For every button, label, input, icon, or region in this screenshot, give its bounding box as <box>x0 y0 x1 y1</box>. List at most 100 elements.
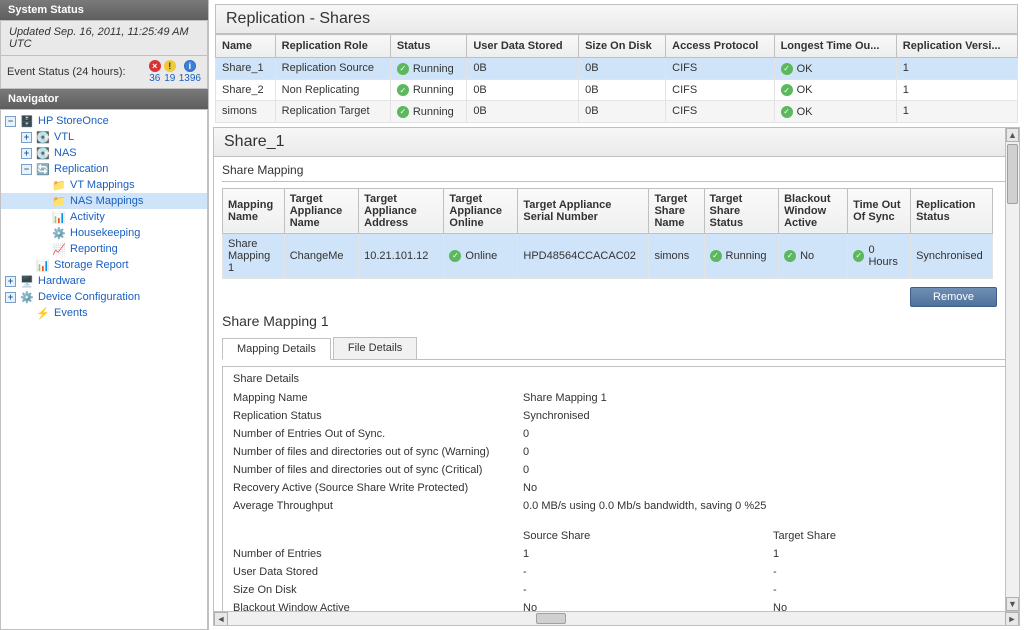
mcol-2[interactable]: Target Appliance Address <box>359 188 444 233</box>
mapping-table: Mapping Name Target Appliance Name Targe… <box>222 188 993 279</box>
tree-label: Replication <box>54 163 108 175</box>
cell-serial: HPD48564CCACAC02 <box>518 233 649 278</box>
event-warnings[interactable]: !19 <box>164 60 176 84</box>
mcol-3[interactable]: Target Appliance Online <box>444 188 518 233</box>
mcol-7[interactable]: Blackout Window Active <box>779 188 848 233</box>
fieldset-title: Share Details <box>233 373 998 389</box>
expand-icon[interactable]: + <box>21 132 32 143</box>
compare-row: User Data Stored-- <box>233 563 998 581</box>
tree-item-nas[interactable]: + 💽 NAS <box>1 145 207 161</box>
mcol-9[interactable]: Replication Status <box>911 188 993 233</box>
cell-tsn: simons <box>649 233 704 278</box>
system-status-header: System Status <box>0 0 208 20</box>
event-errors[interactable]: ×36 <box>149 60 161 84</box>
tree-item-hardware[interactable]: +🖥️Hardware <box>1 273 207 289</box>
col-uds[interactable]: User Data Stored <box>467 35 579 58</box>
tree-label: HP StoreOnce <box>38 115 109 127</box>
ok-icon: ✓ <box>781 106 793 118</box>
col-role[interactable]: Replication Role <box>275 35 390 58</box>
collapse-icon[interactable]: − <box>5 116 16 127</box>
scroll-down-icon[interactable]: ▼ <box>1006 597 1019 611</box>
tgt-header: Target Share <box>773 530 998 542</box>
cell-bwa: ✓No <box>779 233 848 278</box>
horizontal-scrollbar[interactable]: ◄ ► <box>214 611 1019 625</box>
col-lto[interactable]: Longest Time Ou... <box>774 35 896 58</box>
tree-label: VT Mappings <box>70 179 135 191</box>
tab-mapping-details[interactable]: Mapping Details <box>222 338 331 360</box>
share-mapping-heading: Share Mapping <box>222 157 1009 182</box>
compare-row: Blackout Window ActiveNoNo <box>233 599 998 612</box>
col-proto[interactable]: Access Protocol <box>666 35 774 58</box>
table-row[interactable]: Share_2Non Replicating✓Running0B0BCIFS✓O… <box>216 79 1018 101</box>
disk-icon: 💽 <box>36 131 50 143</box>
mapping-row[interactable]: Share Mapping 1 ChangeMe 10.21.101.12 ✓O… <box>223 233 993 278</box>
mcol-1[interactable]: Target Appliance Name <box>284 188 358 233</box>
mcol-4[interactable]: Target Appliance Serial Number <box>518 188 649 233</box>
tree-item-housekeeping[interactable]: ⚙️Housekeeping <box>1 225 207 241</box>
ok-icon: ✓ <box>397 84 409 96</box>
mcol-0[interactable]: Mapping Name <box>223 188 285 233</box>
cell-mapping-name: Share Mapping 1 <box>223 233 285 278</box>
tree-item-replication[interactable]: −🔄 Replication <box>1 161 207 177</box>
scroll-thumb[interactable] <box>1007 144 1018 204</box>
mcol-6[interactable]: Target Share Status <box>704 188 779 233</box>
col-status[interactable]: Status <box>390 35 467 58</box>
tree-item-activity[interactable]: 📊Activity <box>1 209 207 225</box>
expand-icon[interactable]: + <box>5 292 16 303</box>
detail-tabs: Mapping Details File Details <box>222 337 1009 360</box>
server-icon: 🗄️ <box>20 115 34 127</box>
tree-item-events[interactable]: ⚡Events <box>1 305 207 321</box>
tree-item-vtl[interactable]: +💽VTL <box>1 129 207 145</box>
tree-item-nas-mappings[interactable]: 📁NAS Mappings <box>1 193 207 209</box>
detail-kv-row: Recovery Active (Source Share Write Prot… <box>233 479 998 497</box>
tree-item-storeonce[interactable]: −🗄️ HP StoreOnce <box>1 113 207 129</box>
col-sod[interactable]: Size On Disk <box>579 35 666 58</box>
error-icon: × <box>149 60 161 72</box>
vertical-scrollbar[interactable]: ▲ ▼ <box>1005 128 1019 612</box>
disk-icon: 💽 <box>36 147 50 159</box>
ok-icon: ✓ <box>449 250 461 262</box>
hardware-icon: 🖥️ <box>20 275 34 287</box>
cell-tos: ✓0 Hours <box>848 233 911 278</box>
detail-kv-row: Replication StatusSynchronised <box>233 407 998 425</box>
table-row[interactable]: simonsReplication Target✓Running0B0BCIFS… <box>216 101 1018 123</box>
tree-item-device-config[interactable]: +⚙️Device Configuration <box>1 289 207 305</box>
tree-label: NAS <box>54 147 77 159</box>
gear-icon: ⚙️ <box>52 227 66 239</box>
tree-label: Activity <box>70 211 105 223</box>
compare-header: Source Share Target Share <box>233 527 998 545</box>
col-name[interactable]: Name <box>216 35 276 58</box>
mcol-8[interactable]: Time Out Of Sync <box>848 188 911 233</box>
detail-kv-row: Mapping NameShare Mapping 1 <box>233 389 998 407</box>
event-info[interactable]: i1396 <box>179 60 201 84</box>
gear-icon: ⚙️ <box>20 291 34 303</box>
collapse-icon[interactable]: − <box>21 164 32 175</box>
scroll-up-icon[interactable]: ▲ <box>1006 128 1019 142</box>
expand-icon[interactable]: + <box>21 148 32 159</box>
events-icon: ⚡ <box>36 307 50 319</box>
expand-icon[interactable]: + <box>5 276 16 287</box>
cell-taa: 10.21.101.12 <box>359 233 444 278</box>
scroll-right-icon[interactable]: ► <box>1005 612 1019 626</box>
cell-tss: ✓Running <box>704 233 779 278</box>
ok-icon: ✓ <box>853 250 864 262</box>
cell-rs: Synchronised <box>911 233 993 278</box>
report-icon: 📈 <box>52 243 66 255</box>
compare-row: Size On Disk-- <box>233 581 998 599</box>
col-ver[interactable]: Replication Versi... <box>896 35 1017 58</box>
share-detail-title: Share_1 <box>214 128 1019 157</box>
ok-icon: ✓ <box>397 106 409 118</box>
folder-icon: 📁 <box>52 195 66 207</box>
ok-icon: ✓ <box>784 250 796 262</box>
remove-button[interactable]: Remove <box>910 287 997 307</box>
compare-row: Number of Entries11 <box>233 545 998 563</box>
tree-item-reporting[interactable]: 📈Reporting <box>1 241 207 257</box>
sync-icon: 🔄 <box>36 163 50 175</box>
scroll-left-icon[interactable]: ◄ <box>214 612 228 626</box>
mcol-5[interactable]: Target Share Name <box>649 188 704 233</box>
tab-file-details[interactable]: File Details <box>333 337 417 359</box>
scroll-thumb[interactable] <box>536 613 566 624</box>
tree-item-vt-mappings[interactable]: 📁VT Mappings <box>1 177 207 193</box>
table-row[interactable]: Share_1Replication Source✓Running0B0BCIF… <box>216 58 1018 80</box>
tree-item-storage-report[interactable]: 📊Storage Report <box>1 257 207 273</box>
